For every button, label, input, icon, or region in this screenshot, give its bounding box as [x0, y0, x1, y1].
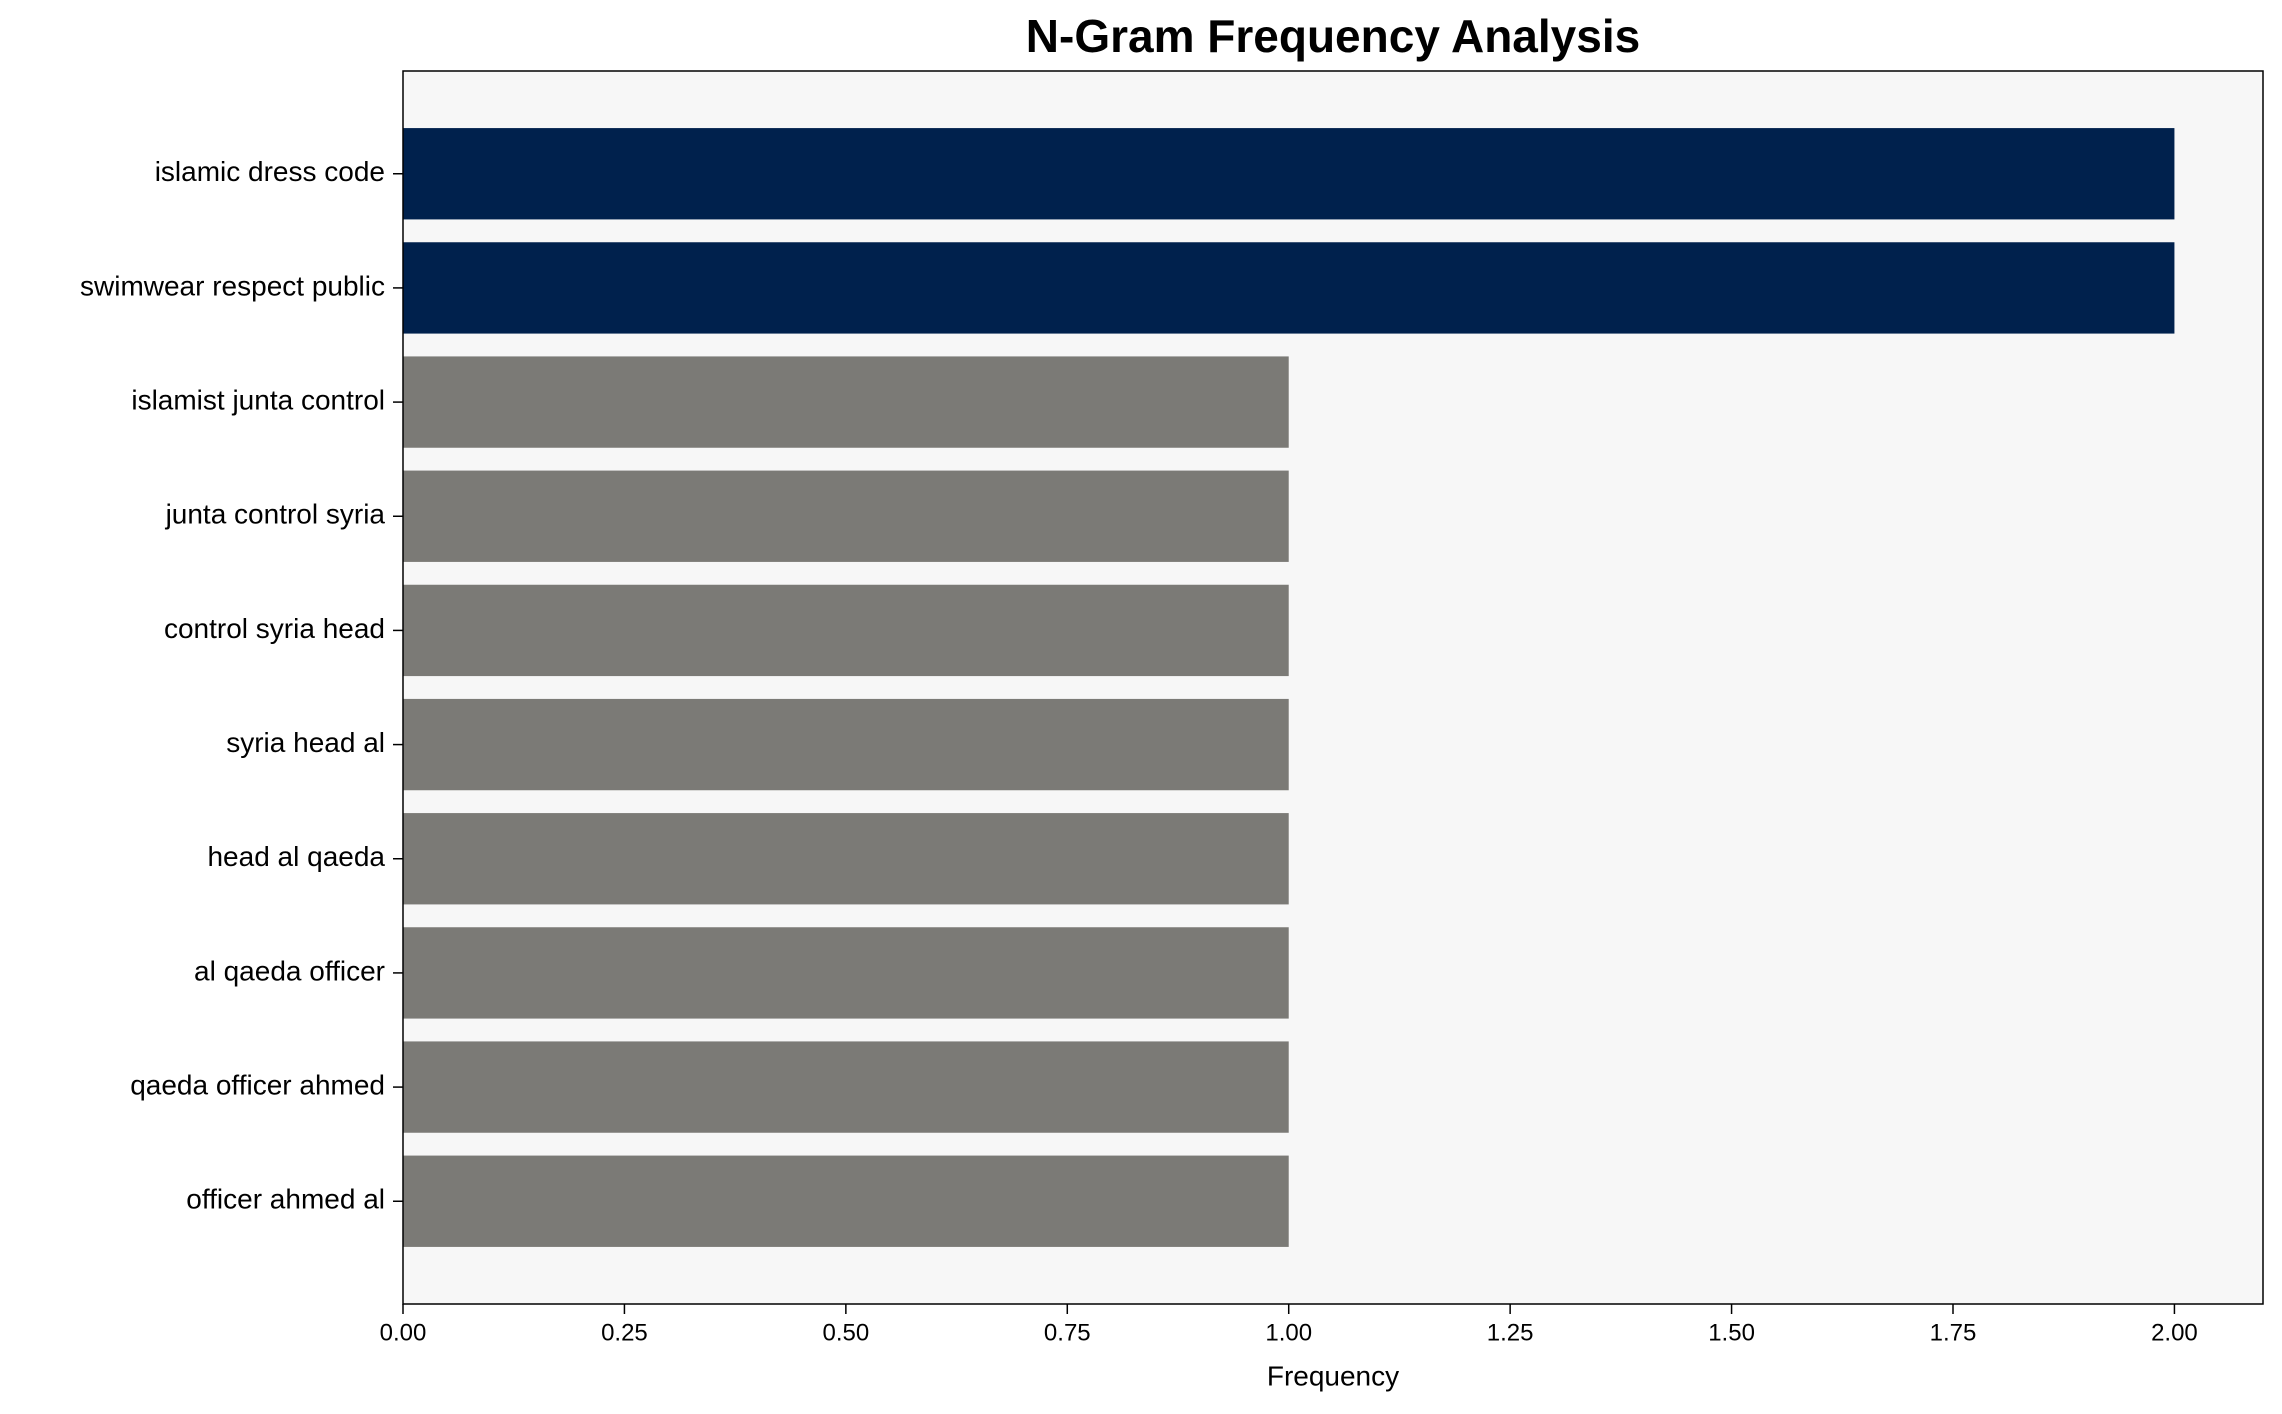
y-tick-label: junta control syria: [165, 499, 386, 530]
bar: [403, 1041, 1289, 1133]
x-tick-label: 1.50: [1708, 1319, 1755, 1346]
x-tick-label: 0.25: [601, 1319, 648, 1346]
y-tick-label: syria head al: [226, 727, 385, 758]
y-tick-label: islamist junta control: [131, 384, 385, 415]
x-axis-label: Frequency: [1267, 1360, 1399, 1391]
x-tick-label: 1.25: [1487, 1319, 1534, 1346]
bar: [403, 128, 2175, 220]
y-tick-label: al qaeda officer: [194, 955, 385, 986]
bar: [403, 813, 1289, 905]
x-tick-label: 0.75: [1044, 1319, 1091, 1346]
x-tick-label: 1.75: [1930, 1319, 1977, 1346]
plot-frame: [402, 70, 2264, 1305]
bar: [403, 242, 2175, 334]
bar: [403, 584, 1289, 677]
bar: [403, 927, 1289, 1019]
chart-title: N-Gram Frequency Analysis: [1026, 10, 1640, 62]
x-tick-label: 0.50: [822, 1319, 869, 1346]
bar: [403, 470, 1289, 562]
y-tick-label: swimwear respect public: [80, 270, 385, 301]
x-tick-label: 2.00: [2151, 1319, 2198, 1346]
y-tick-label: head al qaeda: [207, 841, 385, 872]
bar: [403, 698, 1289, 791]
x-tick-label: 0.00: [380, 1319, 427, 1346]
y-tick-label: qaeda officer ahmed: [130, 1069, 385, 1100]
y-tick-label: officer ahmed al: [186, 1184, 385, 1215]
bar: [403, 1155, 1289, 1247]
y-tick-label: islamic dress code: [155, 156, 385, 187]
x-tick-label: 1.00: [1265, 1319, 1312, 1346]
y-tick-label: control syria head: [164, 613, 385, 644]
bar: [403, 356, 1289, 448]
